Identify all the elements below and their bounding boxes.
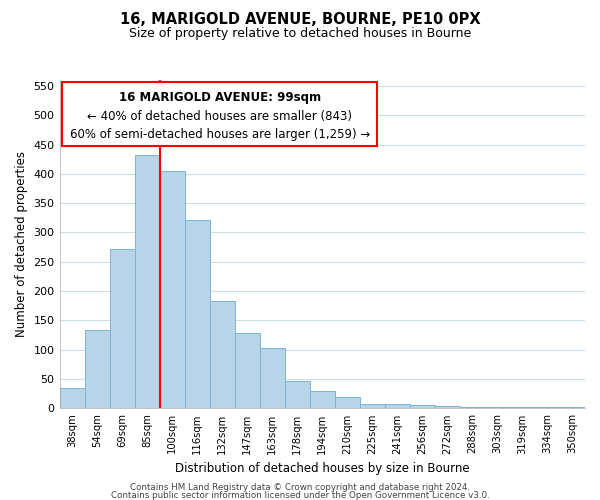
Y-axis label: Number of detached properties: Number of detached properties (15, 151, 28, 337)
X-axis label: Distribution of detached houses by size in Bourne: Distribution of detached houses by size … (175, 462, 470, 475)
Bar (560, 406, 585, 408)
Bar (285, 382, 310, 408)
Text: Size of property relative to detached houses in Bourne: Size of property relative to detached ho… (129, 28, 471, 40)
Bar (59, 388, 85, 408)
Bar (134, 155, 160, 408)
Bar (110, 249, 134, 408)
Bar (85, 330, 110, 408)
Bar (385, 404, 410, 408)
FancyBboxPatch shape (62, 82, 377, 146)
Bar (160, 171, 185, 408)
Text: Contains public sector information licensed under the Open Government Licence v3: Contains public sector information licen… (110, 492, 490, 500)
Text: 16, MARIGOLD AVENUE, BOURNE, PE10 0PX: 16, MARIGOLD AVENUE, BOURNE, PE10 0PX (119, 12, 481, 28)
Bar (185, 220, 209, 408)
Text: 60% of semi-detached houses are larger (1,259) →: 60% of semi-detached houses are larger (… (70, 128, 370, 140)
Bar (260, 348, 285, 408)
Text: Contains HM Land Registry data © Crown copyright and database right 2024.: Contains HM Land Registry data © Crown c… (130, 483, 470, 492)
Bar (360, 404, 385, 408)
Bar (460, 406, 485, 408)
Bar (335, 396, 360, 408)
Bar (410, 406, 435, 408)
Text: 16 MARIGOLD AVENUE: 99sqm: 16 MARIGOLD AVENUE: 99sqm (119, 92, 321, 104)
Text: ← 40% of detached houses are smaller (843): ← 40% of detached houses are smaller (84… (88, 110, 352, 122)
Bar (435, 406, 460, 408)
Bar (209, 300, 235, 408)
Bar (310, 391, 335, 408)
Bar (235, 334, 260, 408)
